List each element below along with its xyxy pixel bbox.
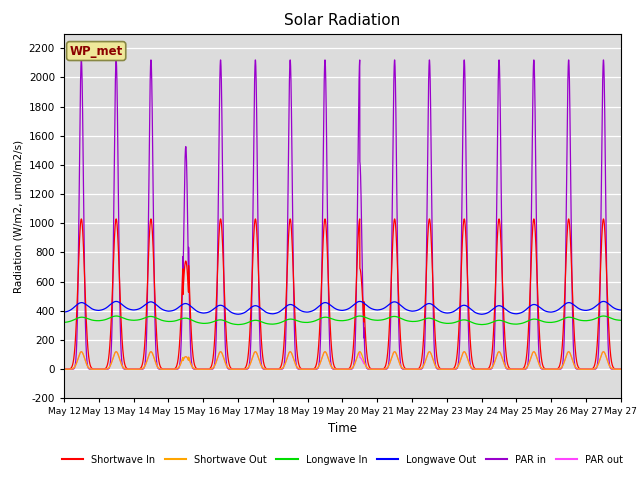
Legend: Shortwave In, Shortwave Out, Longwave In, Longwave Out, PAR in, PAR out: Shortwave In, Shortwave Out, Longwave In… (58, 451, 627, 468)
X-axis label: Time: Time (328, 422, 357, 435)
Text: WP_met: WP_met (70, 45, 123, 58)
Title: Solar Radiation: Solar Radiation (284, 13, 401, 28)
Y-axis label: Radiation (W/m2, umol/m2/s): Radiation (W/m2, umol/m2/s) (13, 139, 23, 293)
